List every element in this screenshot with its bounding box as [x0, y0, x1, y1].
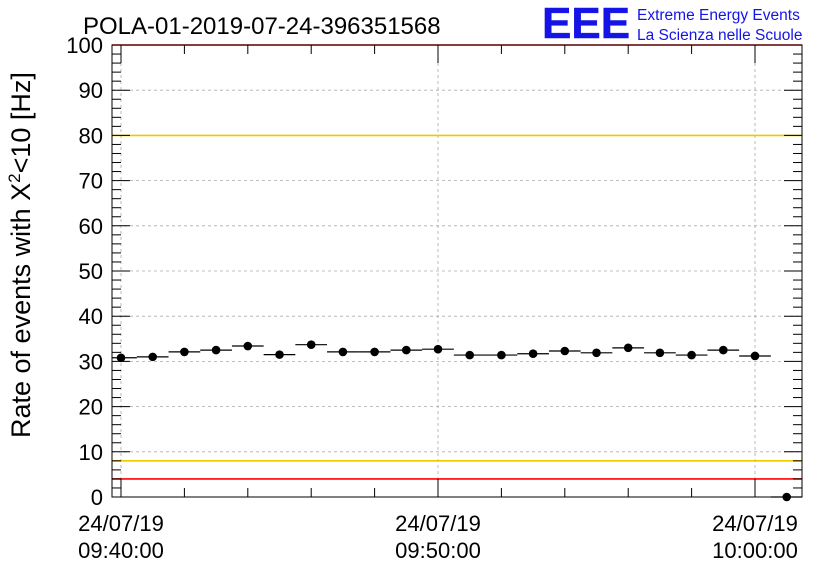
- data-point: [465, 350, 475, 360]
- data-point: [402, 345, 411, 355]
- y-tick-label: 20: [79, 395, 103, 420]
- x-tick-label-time: 10:00:00: [712, 538, 798, 563]
- logo-line1: Extreme Energy Events: [637, 7, 800, 24]
- grid: [112, 45, 802, 497]
- y-tick-label: 70: [79, 169, 103, 194]
- x-tick-label-date: 24/07/19: [712, 511, 798, 536]
- x-tick-label-date: 24/07/19: [78, 511, 164, 536]
- data-points: [112, 340, 802, 502]
- y-tick-labels: 0 10 20 30 40 50 60 70 80 90 100: [66, 33, 103, 510]
- data-point: [687, 350, 696, 360]
- x-tick-label-time: 09:40:00: [78, 538, 164, 563]
- y-tick-label: 10: [79, 440, 103, 465]
- y-tick-label: 40: [79, 304, 103, 329]
- logo-mark: EEE: [542, 0, 630, 48]
- y-tick-label: 30: [79, 349, 103, 374]
- data-point: [655, 348, 665, 358]
- reference-lines: [112, 44, 802, 480]
- chart-title: POLA-01-2019-07-24-396351568: [83, 13, 441, 40]
- data-point: [370, 347, 379, 357]
- x-tick-label-date: 24/07/19: [395, 511, 481, 536]
- data-point: [148, 352, 157, 362]
- x-tick-label-time: 09:50:00: [395, 538, 481, 563]
- data-point: [211, 345, 221, 355]
- data-point: [782, 492, 791, 502]
- y-tick-label: 90: [79, 78, 103, 103]
- data-point: [275, 350, 284, 359]
- y-axis-label-tail: <10 [Hz]: [6, 72, 36, 173]
- y-tick-label: 80: [79, 123, 103, 148]
- data-point: [497, 350, 506, 360]
- data-point: [306, 340, 316, 349]
- y-axis-label-sup: 2: [5, 173, 24, 182]
- data-point: [338, 347, 348, 357]
- logo-line2: La Scienza nelle Scuole: [637, 27, 802, 44]
- eee-logo: EEE Extreme Energy Events La Scienza nel…: [542, 0, 803, 48]
- x-tick-labels: 24/07/1909:40:0024/07/1909:50:0024/07/19…: [78, 511, 798, 563]
- y-axis-label-main: Rate of events with X: [6, 183, 36, 438]
- y-tick-label: 0: [91, 485, 103, 510]
- data-point: [180, 347, 189, 357]
- data-point: [719, 345, 728, 355]
- y-tick-label: 100: [66, 33, 103, 58]
- data-point: [750, 351, 760, 361]
- y-tick-label: 60: [79, 214, 103, 239]
- data-point: [623, 343, 633, 353]
- y-tick-label: 50: [79, 259, 103, 284]
- data-point: [560, 346, 570, 356]
- data-point: [592, 348, 601, 358]
- y-axis-label: Rate of events with X2<10 [Hz]: [5, 72, 36, 438]
- data-point: [528, 349, 538, 359]
- data-point: [433, 344, 443, 354]
- data-point: [116, 353, 126, 363]
- data-point: [243, 341, 253, 351]
